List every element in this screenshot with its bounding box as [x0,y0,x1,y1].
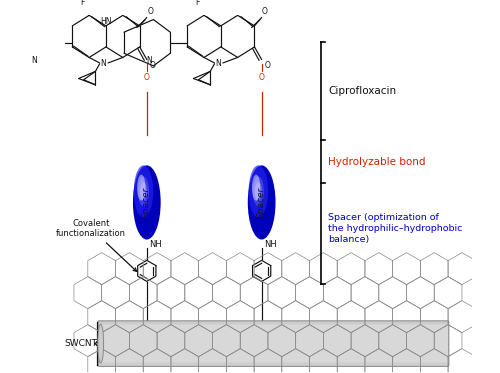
Text: N: N [32,56,38,65]
Ellipse shape [255,182,262,201]
Text: N: N [100,59,106,68]
Text: Ciprofloxacin: Ciprofloxacin [328,86,396,96]
Ellipse shape [252,175,260,201]
FancyBboxPatch shape [99,362,448,365]
Text: F: F [80,0,85,7]
Text: Spacer: Spacer [142,187,152,218]
Ellipse shape [140,182,147,201]
Ellipse shape [248,165,276,239]
Ellipse shape [134,165,153,217]
Text: Spacer: Spacer [257,187,266,218]
Text: O: O [264,62,270,70]
Text: Covalent
functionalization: Covalent functionalization [56,219,136,271]
Text: Spacer (optimization of
the hydrophilic–hydrophobic
balance): Spacer (optimization of the hydrophilic–… [328,213,462,244]
FancyBboxPatch shape [99,322,448,325]
Text: O: O [258,73,264,82]
Text: HN: HN [100,17,112,26]
Text: O: O [150,62,155,70]
Text: NH: NH [264,239,277,248]
Text: O: O [147,7,153,16]
Text: NH: NH [149,239,162,248]
Ellipse shape [133,165,160,239]
Text: SWCNTs: SWCNTs [65,339,101,348]
Text: O: O [262,7,268,16]
FancyBboxPatch shape [98,321,449,366]
Text: F: F [196,0,200,7]
Text: Hydrolyzable bond: Hydrolyzable bond [328,157,426,167]
Text: N: N [146,56,152,65]
Ellipse shape [248,165,268,217]
Ellipse shape [137,175,145,201]
Ellipse shape [138,176,149,206]
Text: N: N [215,59,220,68]
Text: O: O [144,73,150,82]
Ellipse shape [253,176,264,206]
Ellipse shape [98,324,103,363]
